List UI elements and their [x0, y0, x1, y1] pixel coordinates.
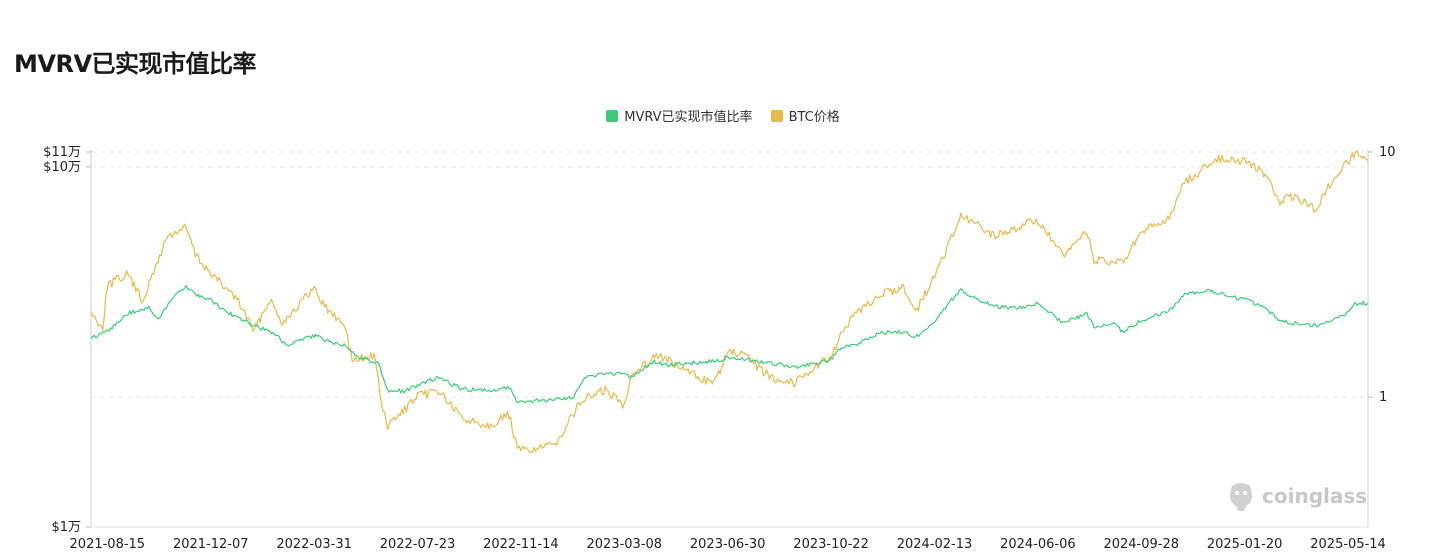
- left-axis-tick-label: $10万: [43, 160, 81, 175]
- coinglass-logo-icon: [1229, 483, 1253, 511]
- x-axis-tick-label: 2024-06-06: [1000, 537, 1076, 552]
- x-axis-tick-label: 2021-08-15: [70, 537, 146, 552]
- x-axis-tick-label: 2022-11-14: [483, 537, 559, 552]
- page-title: MVRV已实现市值比率: [14, 50, 257, 78]
- left-axis-tick-label: $1万: [51, 520, 81, 535]
- x-axis-tick-label: 2025-05-14: [1310, 537, 1386, 552]
- x-axis-tick-label: 2022-03-31: [276, 537, 352, 552]
- legend-item-mvrv[interactable]: MVRV已实现市值比率: [606, 106, 753, 125]
- x-axis-tick-label: 2021-12-07: [173, 537, 249, 552]
- legend-swatch-mvrv: [606, 109, 619, 122]
- x-axis-tick-label: 2024-02-13: [897, 537, 973, 552]
- right-axis-tick-label: 1: [1379, 390, 1387, 405]
- series-line-mvrv: [90, 285, 1369, 404]
- legend-item-btc-price[interactable]: BTC价格: [770, 106, 840, 125]
- x-axis-tick-label: 2023-03-08: [587, 537, 663, 552]
- x-axis-tick-label: 2022-07-23: [380, 537, 456, 552]
- x-axis-tick-label: 2025-01-20: [1207, 537, 1283, 552]
- chart-legend: MVRV已实现市值比率 BTC价格: [0, 106, 1446, 125]
- x-axis-tick-label: 2023-10-22: [793, 537, 869, 552]
- x-axis-tick-label: 2023-06-30: [690, 537, 766, 552]
- legend-label-btc-price: BTC价格: [788, 110, 840, 125]
- coinglass-watermark: coinglass: [1226, 480, 1367, 512]
- legend-label-mvrv: MVRV已实现市值比率: [624, 110, 753, 125]
- right-axis-tick-label: 10: [1379, 145, 1396, 160]
- watermark-text: coinglass: [1262, 484, 1368, 508]
- legend-swatch-btc-price: [770, 109, 783, 122]
- left-axis-tick-label: $11万: [43, 145, 81, 160]
- x-axis-tick-label: 2024-09-28: [1103, 537, 1179, 552]
- series-line-btc-price: [90, 150, 1369, 454]
